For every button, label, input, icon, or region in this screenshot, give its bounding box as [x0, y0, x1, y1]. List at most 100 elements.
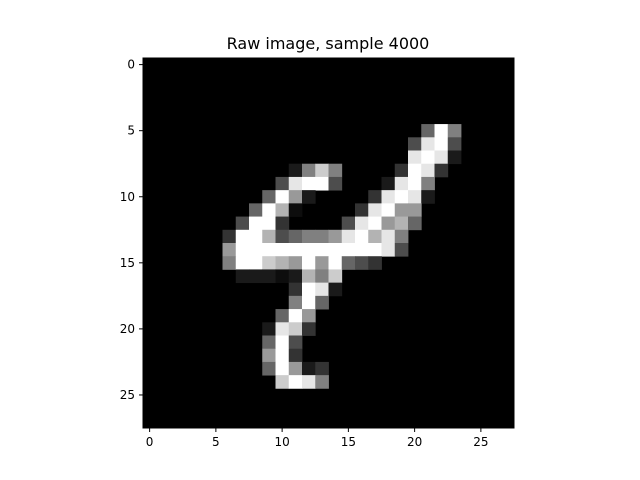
image-pixel: [288, 282, 303, 297]
image-pixel: [235, 243, 250, 257]
image-layer: [143, 58, 514, 428]
image-pixel: [341, 216, 356, 231]
image-pixel: [288, 322, 303, 336]
image-pixel: [408, 203, 422, 217]
image-pixel: [288, 203, 303, 217]
image-pixel: [315, 295, 329, 310]
image-pixel: [222, 229, 237, 244]
image-pixel: [222, 256, 237, 270]
image-pixel: [434, 137, 449, 151]
image-pixel: [408, 150, 422, 165]
image-pixel: [315, 256, 329, 270]
image-pixel: [394, 216, 409, 231]
image-pixel: [275, 269, 290, 284]
image-pixel: [394, 243, 409, 257]
image-pixel: [275, 190, 290, 204]
x-tick-label: 20: [407, 435, 422, 449]
image-pixel: [262, 190, 276, 204]
image-pixel: [408, 190, 422, 204]
image-pixel: [328, 269, 343, 284]
x-tick-label: 0: [146, 435, 154, 449]
image-pixel: [381, 216, 396, 231]
image-pixel: [249, 203, 263, 217]
image-pixel: [421, 176, 435, 191]
image-pixel: [434, 150, 449, 165]
x-tick-label: 10: [274, 435, 289, 449]
image-pixel: [341, 256, 356, 270]
y-tick-label: 15: [120, 256, 135, 270]
x-tick-label: 25: [473, 435, 488, 449]
ticks-layer: 0 5 10 15 20 25 0 5 10 15 20 25: [120, 58, 489, 449]
axes-frame: [142, 57, 515, 429]
y-tick-label: 0: [127, 58, 135, 72]
image-pixel: [302, 361, 316, 376]
image-pixel: [421, 137, 435, 151]
image-pixel: [275, 216, 290, 231]
image-pixel: [275, 335, 290, 350]
image-pixel: [315, 243, 329, 257]
image-pixel: [394, 229, 409, 244]
image-pixel: [275, 361, 290, 376]
image-pixel: [381, 229, 396, 244]
image-pixel: [315, 176, 329, 191]
image-pixel: [288, 295, 303, 310]
image-pixel: [447, 137, 462, 151]
image-pixel: [302, 256, 316, 270]
image-pixel: [288, 309, 303, 323]
image-pixel: [275, 243, 290, 257]
image-pixel: [315, 282, 329, 297]
image-pixel: [288, 348, 303, 363]
image-pixel: [262, 256, 276, 270]
image-pixel: [302, 243, 316, 257]
image-pixel: [249, 269, 263, 284]
image-pixel: [368, 216, 382, 231]
y-tick-label: 25: [120, 388, 135, 402]
image-pixel: [275, 203, 290, 217]
image-pixel: [394, 190, 409, 204]
image-pixel: [262, 348, 276, 363]
image-pixel: [302, 190, 316, 204]
image-pixel: [262, 216, 276, 231]
image-pixel: [288, 256, 303, 270]
image-pixel: [288, 243, 303, 257]
y-tick-label: 10: [120, 190, 135, 204]
image-pixel: [315, 269, 329, 284]
image-pixel: [275, 322, 290, 336]
image-pixel: [421, 150, 435, 165]
image-pixel: [381, 243, 396, 257]
image-pixel: [275, 229, 290, 244]
image-pixel: [315, 361, 329, 376]
image-pixel: [275, 176, 290, 191]
image-pixel: [447, 150, 462, 165]
image-pixel: [421, 163, 435, 178]
image-pixel: [381, 176, 396, 191]
image-pixel: [394, 203, 409, 217]
image-pixel: [328, 176, 343, 191]
y-tick-label: 20: [120, 322, 135, 336]
image-pixel: [302, 176, 316, 191]
image-pixel: [421, 124, 435, 138]
image-pixel: [355, 216, 369, 231]
image-pixel: [394, 163, 409, 178]
image-pixel: [447, 124, 462, 138]
image-pixel: [262, 322, 276, 336]
image-pixel: [262, 335, 276, 350]
image-pixel: [328, 243, 343, 257]
image-pixel: [262, 361, 276, 376]
image-pixel: [328, 229, 343, 244]
image-pixel: [368, 256, 382, 270]
chart-title: Raw image, sample 4000: [227, 34, 430, 53]
image-pixel: [275, 256, 290, 270]
image-pixel: [235, 256, 250, 270]
image-pixel: [421, 190, 435, 204]
image-pixel: [368, 243, 382, 257]
image-pixel: [262, 229, 276, 244]
image-pixel: [315, 163, 329, 178]
image-pixel: [434, 124, 449, 138]
image-pixel: [381, 190, 396, 204]
image-pixel: [368, 229, 382, 244]
image-pixel: [235, 216, 250, 231]
image-pixel: [341, 243, 356, 257]
image-pixel: [275, 309, 290, 323]
